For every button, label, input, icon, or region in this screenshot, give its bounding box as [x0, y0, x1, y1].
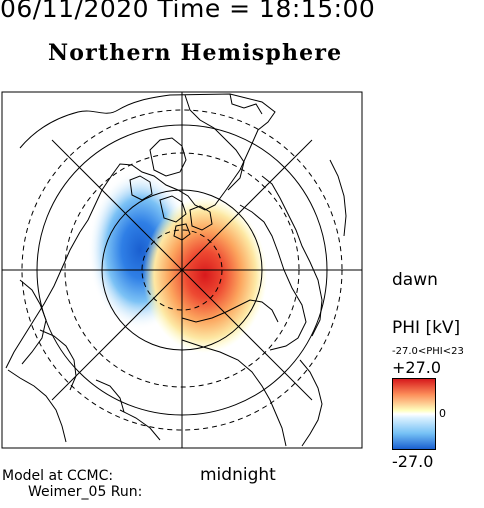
- colorbar: [392, 378, 436, 450]
- model-line-1: Model at CCMC:: [2, 468, 114, 484]
- colorbar-min-label: -27.0: [392, 452, 434, 471]
- dawn-label: dawn: [392, 270, 438, 290]
- colorbar-title: PHI [kV]: [392, 318, 461, 338]
- colorbar-max-label: +27.0: [392, 358, 442, 377]
- datetime-title: 06/11/2020 Time = 18:15:00: [0, 0, 376, 23]
- positive-cell: [143, 197, 267, 353]
- coastlines: [5, 93, 347, 447]
- map-frame: [1, 91, 363, 449]
- model-line-2: Weimer_05 Run:: [28, 484, 143, 500]
- midnight-label: midnight: [200, 465, 276, 485]
- colorbar-range: -27.0<PHI<23: [392, 346, 464, 357]
- meridian-diagonal-2: [51, 139, 313, 401]
- colorbar-zero-label: 0: [439, 407, 446, 420]
- hemisphere-title: Northern Hemisphere: [48, 40, 343, 66]
- graticule: [2, 92, 362, 448]
